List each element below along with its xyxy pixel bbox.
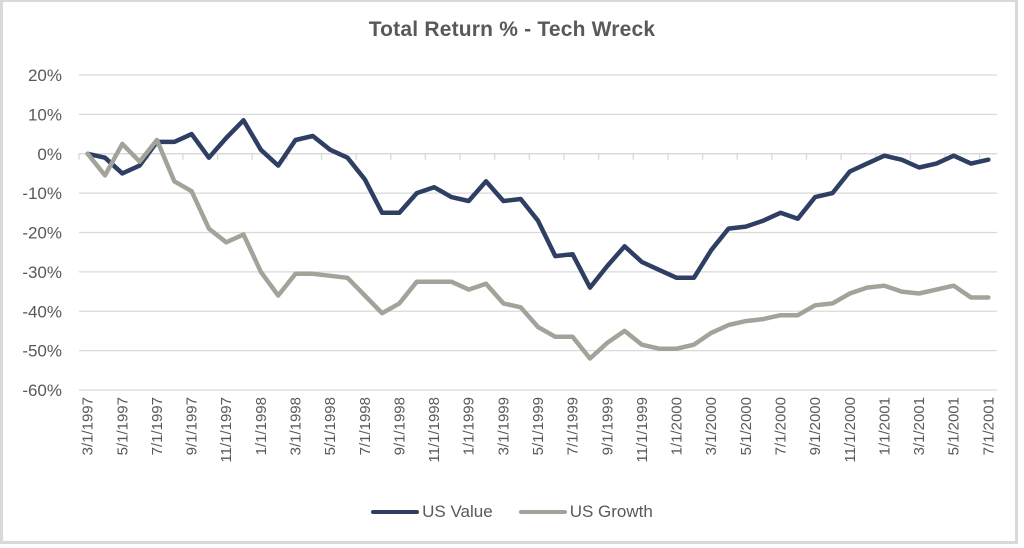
series-line-us-value [85,118,991,290]
x-tick-label: 1/1/1999 [461,397,478,455]
x-axis-ticks: 3/1/1997 5/1/1997 7/1/1997 9/1/1997 11/1/199… [80,397,998,463]
y-tick-label: -40% [22,302,62,321]
y-tick-label: -50% [22,342,62,361]
y-tick-label: 20% [28,66,62,85]
x-tick-label: 1/1/2001 [876,397,893,455]
x-tick-label: 5/1/1998 [322,397,339,455]
x-axis [78,153,997,160]
y-tick-label: 10% [28,105,62,124]
x-tick-label: 3/1/2001 [911,397,928,455]
x-tick-label: 11/1/1999 [634,397,651,463]
x-tick-label: 5/1/1999 [530,397,547,455]
x-tick-label: 9/1/2000 [807,397,824,455]
x-tick-label: 11/1/1998 [426,397,443,463]
x-tick-label: 3/1/1999 [495,397,512,455]
series-lines [85,118,991,361]
y-axis-ticks: 20% 10% 0% -10% -20% -30% -40% -50% -60% [22,66,62,400]
y-tick-label: -60% [22,381,62,400]
x-tick-label: 11/1/2000 [842,397,859,463]
legend-swatch-us-growth [518,510,567,514]
legend-item-us-value: US Value [371,502,493,522]
series-line-us-growth [85,137,991,361]
x-tick-label: 1/1/1998 [253,397,270,455]
y-tick-label: 0% [37,145,62,164]
x-tick-label: 5/1/1997 [114,397,131,455]
x-tick-label: 7/1/1997 [149,397,166,455]
x-tick-label: 1/1/2000 [669,397,686,455]
legend-label-us-value: US Value [422,502,493,521]
chart-title: Total Return % - Tech Wreck [368,18,656,41]
x-tick-label: 9/1/1997 [184,397,201,455]
legend-item-us-growth: US Growth [518,502,653,522]
legend-label-us-growth: US Growth [569,502,653,521]
legend: US Value US Growth [0,502,1024,522]
x-tick-label: 7/1/2000 [772,397,789,455]
y-tick-label: -20% [22,224,62,243]
x-tick-label: 3/1/1997 [80,397,97,455]
x-tick-label: 5/1/2000 [738,397,755,455]
x-tick-label: 9/1/1999 [599,397,616,455]
legend-swatch-us-value [371,510,420,514]
x-tick-label: 5/1/2001 [946,397,963,455]
x-tick-label: 7/1/2001 [980,397,997,455]
x-tick-label: 3/1/1998 [288,397,305,455]
x-tick-label: 7/1/1998 [357,397,374,455]
x-tick-label: 9/1/1998 [391,397,408,455]
x-tick-label: 3/1/2000 [703,397,720,455]
x-tick-label: 11/1/1997 [218,397,235,463]
y-tick-label: -10% [22,184,62,203]
y-tick-label: -30% [22,263,62,282]
x-tick-label: 7/1/1999 [565,397,582,455]
